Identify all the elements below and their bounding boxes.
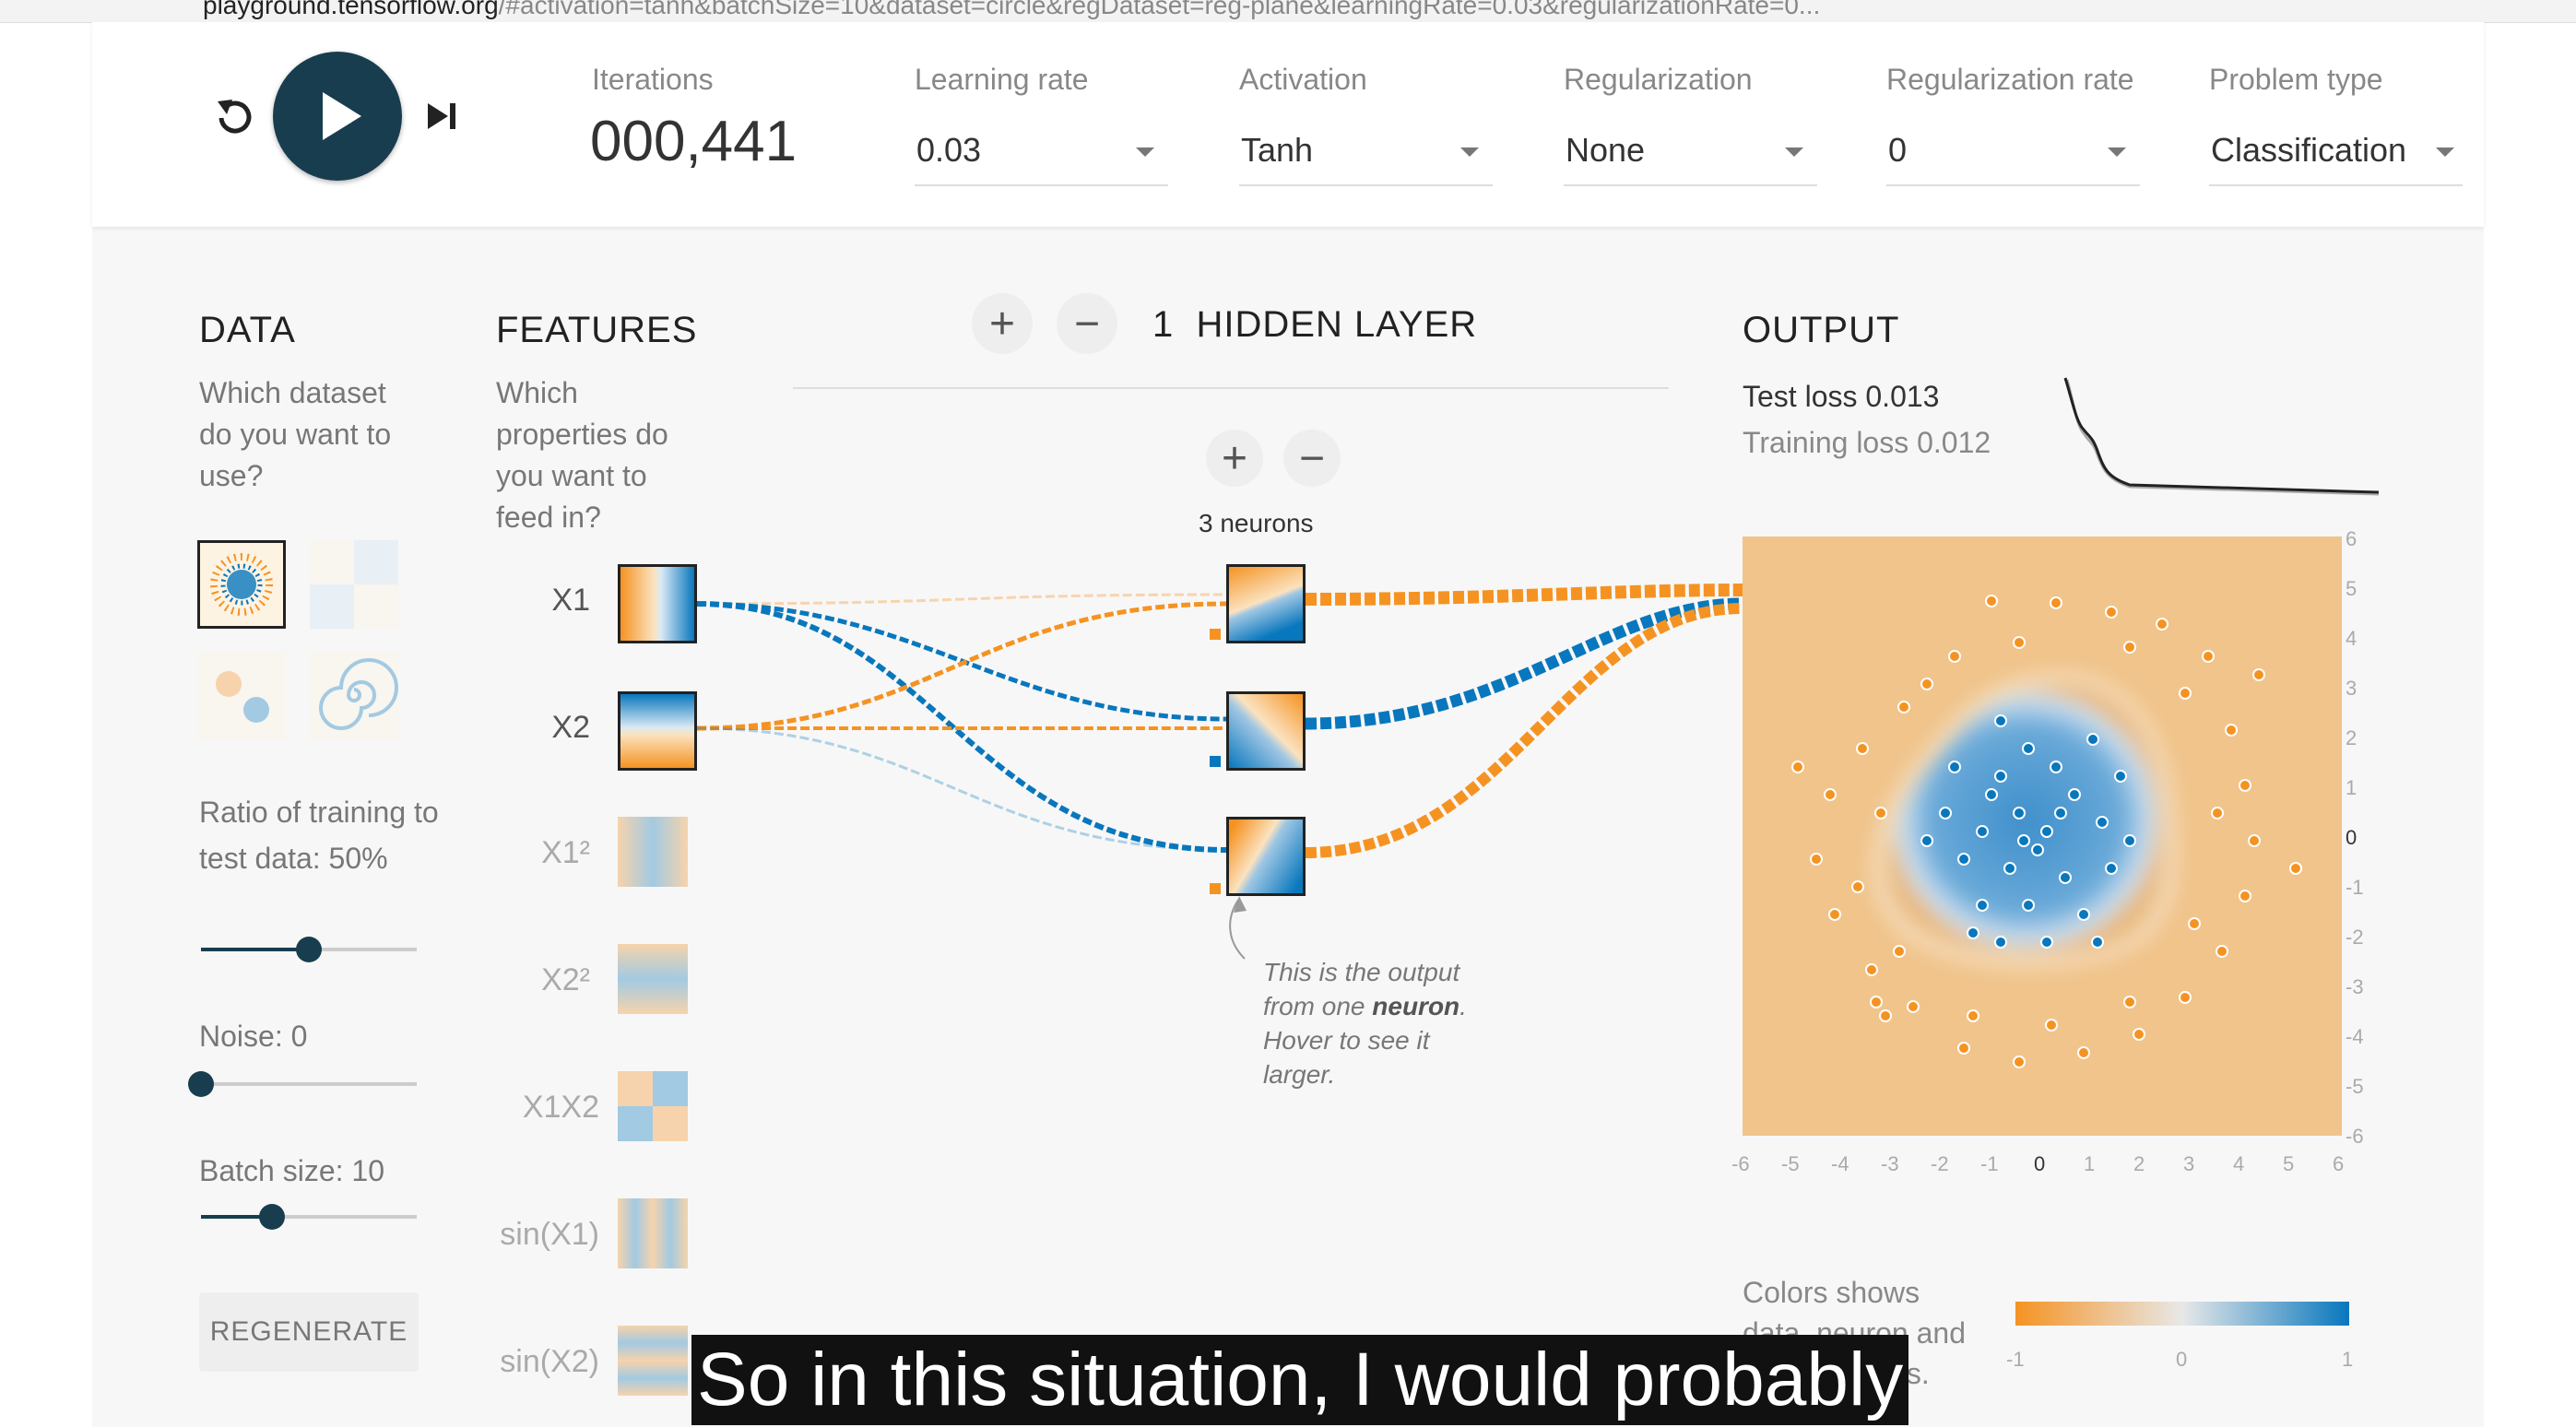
test-loss: Test loss 0.013 <box>1743 380 1940 413</box>
iterations-label: Iterations <box>592 63 714 96</box>
neuron-3-bias <box>1210 883 1221 894</box>
noise-label: Noise: 0 <box>199 1020 308 1053</box>
feature-x2-squared-tile[interactable] <box>618 944 688 1014</box>
feature-x1x2-tile[interactable] <box>618 1071 688 1141</box>
legend-tick-min: -1 <box>2006 1348 2025 1371</box>
play-button[interactable] <box>273 52 402 181</box>
dataset-circle-thumb[interactable] <box>197 540 286 629</box>
features-description: Which properties do you want to feed in? <box>496 376 668 534</box>
neuron-2[interactable] <box>1226 691 1306 771</box>
layer-count: 1 <box>1152 304 1175 345</box>
regularization-rate-label: Regularization rate <box>1886 63 2134 96</box>
top-controls-bar <box>92 22 2484 227</box>
feature-label-x2-squared: X2² <box>541 962 590 997</box>
legend-tick-max: 1 <box>2342 1348 2354 1371</box>
heatmap-x-axis: -6 -5 -4 -3 -2 -1 0 1 2 3 4 5 6 <box>1731 1152 2345 1175</box>
dataset-gauss-thumb[interactable] <box>197 651 286 739</box>
feature-x1-tile[interactable] <box>618 564 697 643</box>
regularization-select[interactable]: None <box>1564 125 1817 190</box>
batch-size-slider[interactable] <box>201 1198 417 1235</box>
neuron-1[interactable] <box>1226 564 1306 643</box>
hidden-layer-heading: 1 HIDDEN LAYER <box>1152 304 1477 346</box>
neuron-count-label: 3 neurons <box>1199 509 1314 537</box>
chevron-down-icon <box>2436 147 2454 157</box>
output-section-title: OUTPUT <box>1743 310 1900 350</box>
noise-slider[interactable] <box>188 1066 417 1103</box>
loss-chart <box>2063 377 2380 496</box>
output-heatmap[interactable] <box>1743 537 2342 1136</box>
dataset-xor-thumb[interactable] <box>310 540 398 629</box>
learning-rate-label: Learning rate <box>915 63 1089 96</box>
feature-label-x2: X2 <box>551 710 590 745</box>
noise-value: 0 <box>290 1020 308 1053</box>
ratio-label: Ratio of training to test data: 50% <box>199 796 439 875</box>
legend-tick-mid: 0 <box>2176 1348 2188 1371</box>
feature-label-x1-squared: X1² <box>541 835 590 870</box>
problem-type-label: Problem type <box>2209 63 2383 96</box>
feature-sin-x2-tile[interactable] <box>618 1326 688 1396</box>
activation-label: Activation <box>1239 63 1367 96</box>
data-description: Which dataset do you want to use? <box>199 376 392 492</box>
hidden-layer-label: HIDDEN LAYER <box>1196 304 1478 345</box>
video-caption: So in this situation, I would probably <box>691 1335 1909 1425</box>
reset-icon[interactable] <box>212 88 258 144</box>
heatmap-y-axis: 6 5 4 3 2 1 0 -1 -2 -3 -4 -5 -6 <box>2346 527 2364 1148</box>
neuron-hint-note: This is the output from one neuron. Hove… <box>1263 958 1467 1089</box>
learning-rate-select[interactable]: 0.03 <box>915 125 1168 190</box>
feature-label-x1: X1 <box>551 583 590 618</box>
regularization-rate-select[interactable]: 0 <box>1886 125 2140 190</box>
neuron-2-bias <box>1210 756 1221 767</box>
activation-select[interactable]: Tanh <box>1239 125 1493 190</box>
features-section-title: FEATURES <box>496 310 698 350</box>
step-icon[interactable] <box>424 98 461 135</box>
training-loss: Training loss 0.012 <box>1743 426 1991 459</box>
batch-size-value: 10 <box>351 1154 384 1187</box>
add-layer-button[interactable]: + <box>972 293 1033 354</box>
feature-x1-squared-tile[interactable] <box>618 817 688 887</box>
remove-layer-button[interactable]: − <box>1057 293 1117 354</box>
problem-type-select[interactable]: Classification <box>2209 125 2463 190</box>
feature-label-sin-x1: sin(X1) <box>500 1217 599 1252</box>
chevron-down-icon <box>2108 147 2126 157</box>
feature-sin-x1-tile[interactable] <box>618 1198 688 1268</box>
browser-toolbar: playground.tensorflow.org/#activation=ta… <box>0 0 2576 23</box>
ratio-slider-thumb[interactable] <box>296 937 322 962</box>
ratio-value: 50% <box>328 842 388 875</box>
regenerate-button[interactable]: REGENERATE <box>199 1292 419 1372</box>
neuron-1-bias <box>1210 629 1221 640</box>
add-neuron-button[interactable]: + <box>1206 430 1263 487</box>
color-legend-bar <box>2015 1302 2349 1326</box>
address-bar[interactable]: playground.tensorflow.org/#activation=ta… <box>203 0 1821 19</box>
dataset-spiral-thumb[interactable] <box>310 651 398 739</box>
regularization-label: Regularization <box>1564 63 1753 96</box>
layer-divider <box>793 387 1669 389</box>
feature-label-sin-x2: sin(X2) <box>500 1344 599 1379</box>
feature-label-x1x2: X1X2 <box>522 1090 599 1125</box>
chevron-down-icon <box>1136 147 1154 157</box>
play-icon <box>323 92 361 140</box>
batch-size-label: Batch size: 10 <box>199 1154 384 1187</box>
chevron-down-icon <box>1460 147 1479 157</box>
neuron-3[interactable] <box>1226 817 1306 896</box>
batch-size-slider-thumb[interactable] <box>259 1204 285 1230</box>
chevron-down-icon <box>1785 147 1803 157</box>
remove-neuron-button[interactable]: − <box>1283 430 1341 487</box>
noise-slider-thumb[interactable] <box>188 1071 214 1097</box>
ratio-slider[interactable] <box>201 931 417 968</box>
data-section-title: DATA <box>199 310 296 350</box>
iterations-counter: 000,441 <box>590 110 798 173</box>
feature-x2-tile[interactable] <box>618 691 697 771</box>
